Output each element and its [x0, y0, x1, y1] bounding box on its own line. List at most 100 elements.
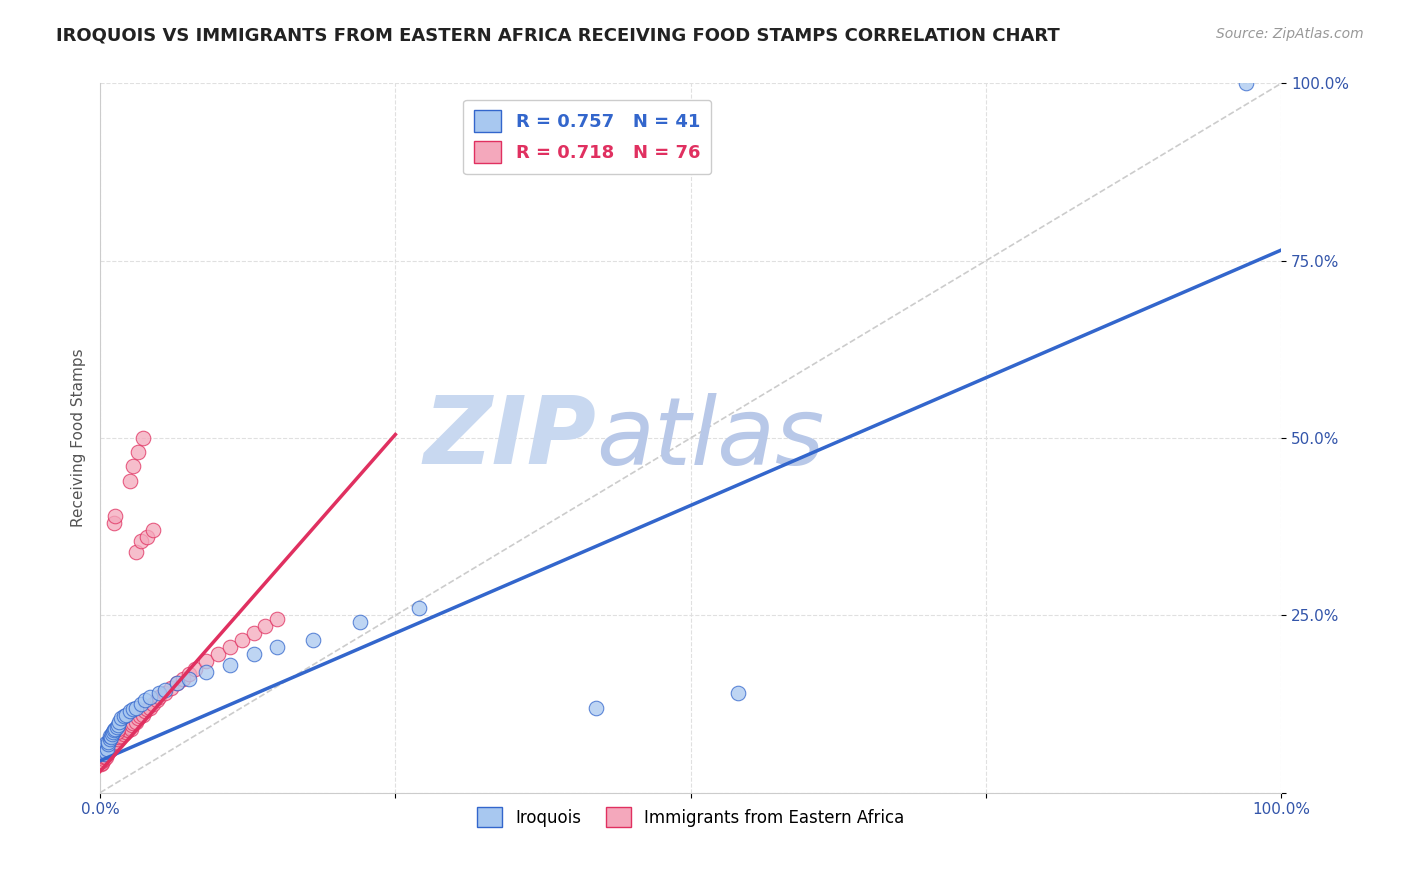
Point [242, 648, 264, 662]
Point [219, 640, 242, 655]
Point [101, 738, 124, 752]
Point [114, 723, 136, 738]
Point [122, 716, 145, 731]
Point [138, 700, 160, 714]
Point [97, 734, 120, 748]
Point [103, 516, 125, 530]
Point [124, 544, 146, 558]
Point [91, 743, 114, 757]
Point [148, 690, 170, 704]
Point [142, 523, 165, 537]
Point [127, 445, 149, 459]
Point [153, 686, 176, 700]
Point [91, 754, 114, 768]
Point [101, 739, 124, 754]
Point [160, 681, 183, 695]
Point [131, 697, 153, 711]
Point [97, 738, 120, 752]
Point [122, 459, 145, 474]
Text: IROQUOIS VS IMMIGRANTS FROM EASTERN AFRICA RECEIVING FOOD STAMPS CORRELATION CHA: IROQUOIS VS IMMIGRANTS FROM EASTERN AFRI… [56, 27, 1060, 45]
Point [93, 750, 115, 764]
Point [129, 709, 152, 723]
Point [727, 686, 749, 700]
Point [349, 615, 371, 630]
Point [94, 736, 117, 750]
Point [131, 533, 153, 548]
Point [111, 725, 134, 739]
Point [108, 727, 131, 741]
Point [110, 711, 132, 725]
Point [1234, 77, 1257, 91]
Point [98, 732, 121, 747]
Point [134, 704, 156, 718]
Point [108, 731, 131, 745]
Point [408, 601, 430, 615]
Point [94, 750, 117, 764]
Point [94, 745, 117, 759]
Point [207, 648, 229, 662]
Point [266, 612, 288, 626]
Point [136, 702, 159, 716]
Point [94, 747, 117, 761]
Point [127, 711, 149, 725]
Point [105, 720, 128, 734]
Point [118, 704, 141, 718]
Point [107, 722, 129, 736]
Text: ZIP: ZIP [423, 392, 596, 484]
Point [94, 747, 117, 761]
Point [112, 727, 135, 741]
Legend: Iroquois, Immigrants from Eastern Africa: Iroquois, Immigrants from Eastern Africa [470, 800, 911, 834]
Point [585, 700, 607, 714]
Text: atlas: atlas [596, 392, 824, 483]
Point [98, 739, 121, 754]
Point [93, 751, 115, 765]
Point [131, 707, 153, 722]
Point [104, 734, 127, 748]
Point [93, 739, 115, 754]
Point [242, 626, 264, 640]
Point [117, 723, 139, 738]
Point [112, 709, 135, 723]
Point [131, 431, 153, 445]
Point [231, 633, 253, 648]
Point [100, 741, 122, 756]
Point [254, 619, 277, 633]
Point [266, 640, 288, 655]
Point [104, 509, 127, 524]
Point [100, 731, 122, 745]
Point [120, 722, 142, 736]
Point [219, 658, 242, 673]
Point [94, 745, 117, 759]
Point [107, 718, 129, 732]
Point [105, 731, 128, 745]
Point [107, 729, 129, 743]
Point [124, 700, 146, 714]
Point [96, 747, 118, 761]
Point [117, 722, 139, 736]
Point [118, 474, 141, 488]
Text: Source: ZipAtlas.com: Source: ZipAtlas.com [1216, 27, 1364, 41]
Point [177, 672, 200, 686]
Point [98, 743, 121, 757]
Y-axis label: Receiving Food Stamps: Receiving Food Stamps [72, 349, 86, 527]
Point [94, 747, 117, 761]
Point [96, 743, 118, 757]
Point [103, 732, 125, 747]
Point [105, 725, 128, 739]
Point [138, 690, 160, 704]
Point [172, 672, 194, 686]
Point [97, 745, 120, 759]
Point [108, 714, 131, 729]
Point [148, 686, 170, 700]
Point [177, 666, 200, 681]
Point [91, 756, 114, 770]
Point [115, 707, 138, 722]
Point [104, 722, 127, 736]
Point [103, 723, 125, 738]
Point [115, 725, 138, 739]
Point [103, 736, 125, 750]
Point [124, 714, 146, 729]
Point [121, 718, 143, 732]
Point [98, 729, 121, 743]
Point [101, 725, 124, 739]
